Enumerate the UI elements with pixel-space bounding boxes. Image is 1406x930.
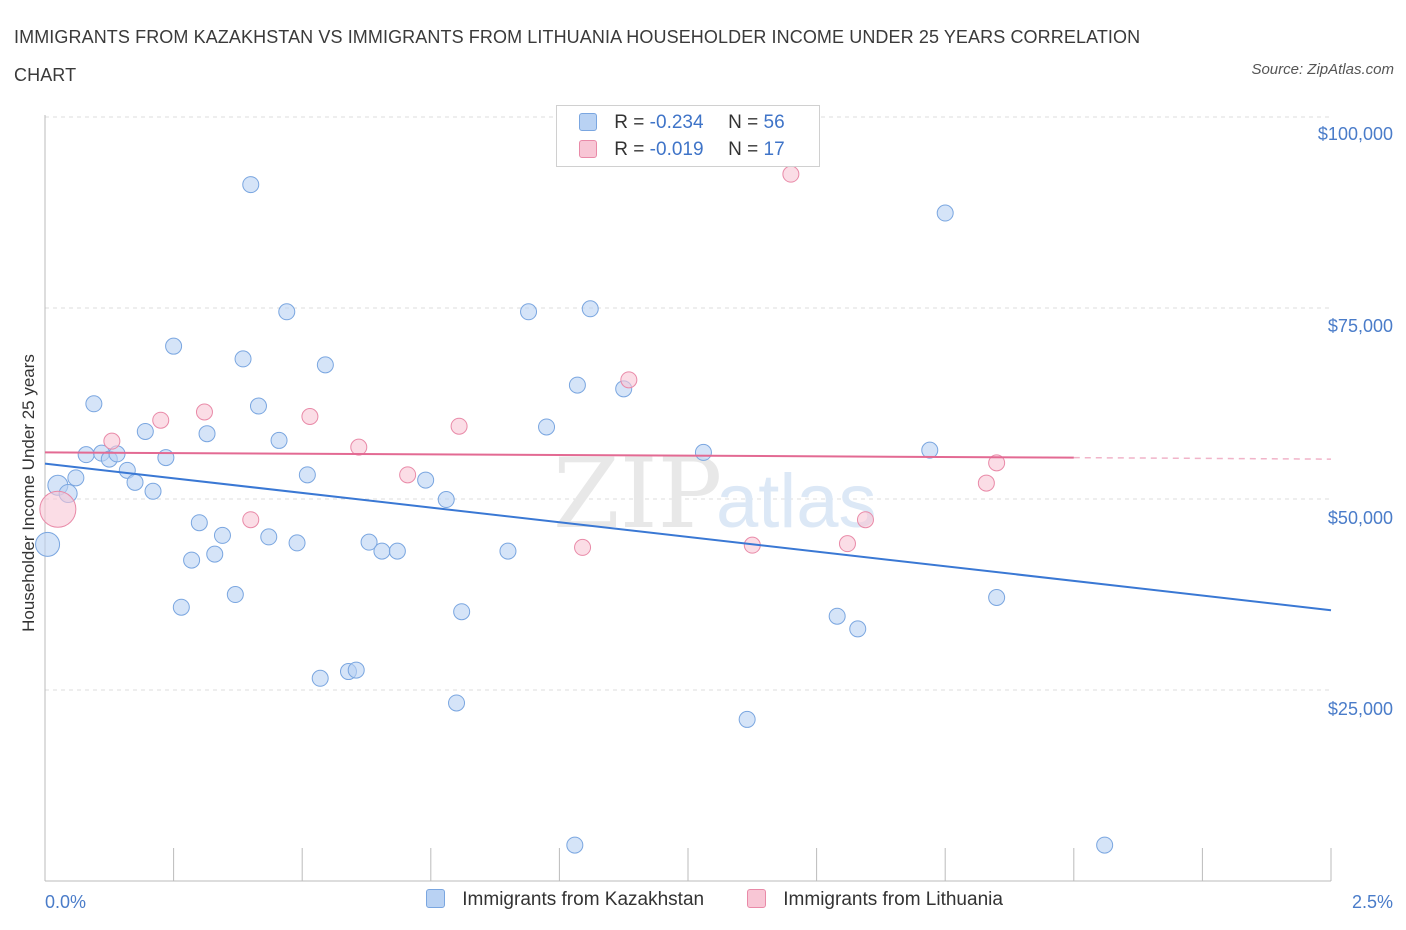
- data-point-kazakhstan: [499, 542, 517, 560]
- data-point-lithuania: [838, 535, 856, 553]
- data-point-lithuania: [350, 438, 368, 456]
- data-point-kazakhstan: [260, 528, 278, 546]
- legend-r-label: R =: [614, 112, 645, 133]
- trend-line-kazakhstan: [44, 462, 1332, 612]
- data-point-kazakhstan: [520, 303, 538, 321]
- data-point-lithuania: [152, 411, 170, 429]
- grid-layer: [45, 116, 1331, 691]
- data-point-lithuania: [856, 511, 874, 529]
- data-point-kazakhstan: [77, 446, 95, 464]
- data-point-kazakhstan: [234, 350, 252, 368]
- legend-n-value: 56: [763, 112, 785, 133]
- legend-r-value: -0.019: [649, 139, 704, 160]
- data-point-lithuania: [782, 165, 800, 183]
- data-point-lithuania: [977, 474, 995, 492]
- data-point-kazakhstan: [849, 620, 867, 638]
- bottom-legend-label-kazakhstan: Immigrants from Kazakhstan: [462, 889, 705, 910]
- points-layer: [35, 165, 1114, 854]
- data-point-kazakhstan: [694, 443, 712, 461]
- legend-n-label: N =: [728, 139, 759, 160]
- data-point-kazakhstan: [936, 204, 954, 222]
- data-point-lithuania: [988, 454, 1006, 472]
- data-point-kazakhstan: [437, 491, 455, 509]
- data-point-lithuania: [39, 490, 77, 528]
- data-point-kazakhstan: [183, 551, 201, 569]
- trend-line-dashed-lithuania: [1073, 456, 1332, 460]
- data-point-kazakhstan: [1096, 836, 1114, 854]
- data-point-kazakhstan: [85, 395, 103, 413]
- data-point-kazakhstan: [126, 473, 144, 491]
- legend-swatch-kazakhstan: [579, 113, 597, 131]
- data-point-lithuania: [301, 407, 319, 425]
- data-point-kazakhstan: [190, 514, 208, 532]
- legend-n-label: N =: [728, 112, 759, 133]
- data-point-kazakhstan: [373, 542, 391, 560]
- data-point-kazakhstan: [172, 598, 190, 616]
- legend-row-lithuania: R = -0.019 N = 17: [579, 139, 785, 165]
- data-point-kazakhstan: [566, 836, 584, 854]
- legend-r-label: R =: [614, 139, 645, 160]
- data-point-kazakhstan: [226, 586, 244, 604]
- y-tick-label: $50,000: [1328, 508, 1393, 528]
- data-point-kazakhstan: [288, 534, 306, 552]
- data-point-lithuania: [620, 371, 638, 389]
- data-point-kazakhstan: [568, 376, 586, 394]
- legend-swatch-lithuania: [579, 140, 597, 158]
- data-point-kazakhstan: [198, 425, 216, 443]
- trend-line-lithuania: [44, 451, 1074, 459]
- data-point-kazakhstan: [347, 661, 365, 679]
- data-point-kazakhstan: [581, 300, 599, 318]
- data-point-kazakhstan: [242, 176, 260, 194]
- data-point-lithuania: [195, 403, 213, 421]
- data-point-lithuania: [399, 466, 417, 484]
- bottom-legend-swatch-kazakhstan: [426, 889, 445, 908]
- trend-layer: [44, 451, 1332, 612]
- data-point-kazakhstan: [206, 545, 224, 563]
- y-tick-label: $25,000: [1328, 699, 1393, 719]
- data-point-kazakhstan: [538, 418, 556, 436]
- data-point-kazakhstan: [738, 710, 756, 728]
- chart-title: IMMIGRANTS FROM KAZAKHSTAN VS IMMIGRANTS…: [14, 27, 1141, 85]
- correlation-legend: R = -0.234 N = 56 R = -0.019 N = 17: [556, 105, 820, 167]
- data-point-kazakhstan: [388, 542, 406, 560]
- data-point-kazakhstan: [828, 607, 846, 625]
- data-point-kazakhstan: [316, 356, 334, 374]
- data-point-kazakhstan: [249, 397, 267, 415]
- data-point-kazakhstan: [311, 669, 329, 687]
- data-point-kazakhstan: [67, 469, 85, 487]
- bottom-legend-label-lithuania: Immigrants from Lithuania: [783, 889, 1003, 910]
- data-point-lithuania: [450, 417, 468, 435]
- data-point-kazakhstan: [298, 466, 316, 484]
- watermark-atlas: atlas: [716, 459, 877, 544]
- data-point-kazakhstan: [453, 603, 471, 621]
- y-tick-label: $100,000: [1318, 124, 1393, 144]
- y-axis-label: Householder Income Under 25 years: [19, 354, 38, 632]
- data-point-lithuania: [574, 538, 592, 556]
- bottom-legend-lithuania: Immigrants from Lithuania: [747, 889, 1003, 911]
- legend-row-kazakhstan: R = -0.234 N = 56: [579, 112, 785, 138]
- label-layer: $25,000 $50,000 $75,000 $100,000 0.0% 2.5% Hou…: [19, 124, 1393, 912]
- bottom-legend-kazakhstan: Immigrants from Kazakhstan: [426, 889, 704, 911]
- data-point-kazakhstan: [136, 422, 154, 440]
- x-tick-label: 0.0%: [45, 892, 86, 912]
- bottom-legend-swatch-lithuania: [747, 889, 766, 908]
- data-point-kazakhstan: [144, 482, 162, 500]
- data-point-kazakhstan: [921, 441, 939, 459]
- data-point-lithuania: [103, 432, 121, 450]
- data-point-kazakhstan: [448, 694, 466, 712]
- data-point-kazakhstan: [165, 337, 183, 355]
- data-point-kazakhstan: [360, 533, 378, 551]
- data-point-kazakhstan: [213, 526, 231, 544]
- source-label: Source: ZipAtlas.com: [1251, 61, 1394, 78]
- data-point-kazakhstan: [270, 431, 288, 449]
- data-point-kazakhstan: [278, 303, 296, 321]
- legend-n-value: 17: [763, 139, 785, 160]
- data-point-lithuania: [242, 511, 260, 529]
- data-point-kazakhstan: [35, 531, 61, 557]
- y-tick-label: $75,000: [1328, 316, 1393, 336]
- x-tick-label: 2.5%: [1352, 892, 1393, 912]
- legend-r-value: -0.234: [649, 112, 704, 133]
- data-point-kazakhstan: [417, 471, 435, 489]
- data-point-kazakhstan: [988, 589, 1006, 607]
